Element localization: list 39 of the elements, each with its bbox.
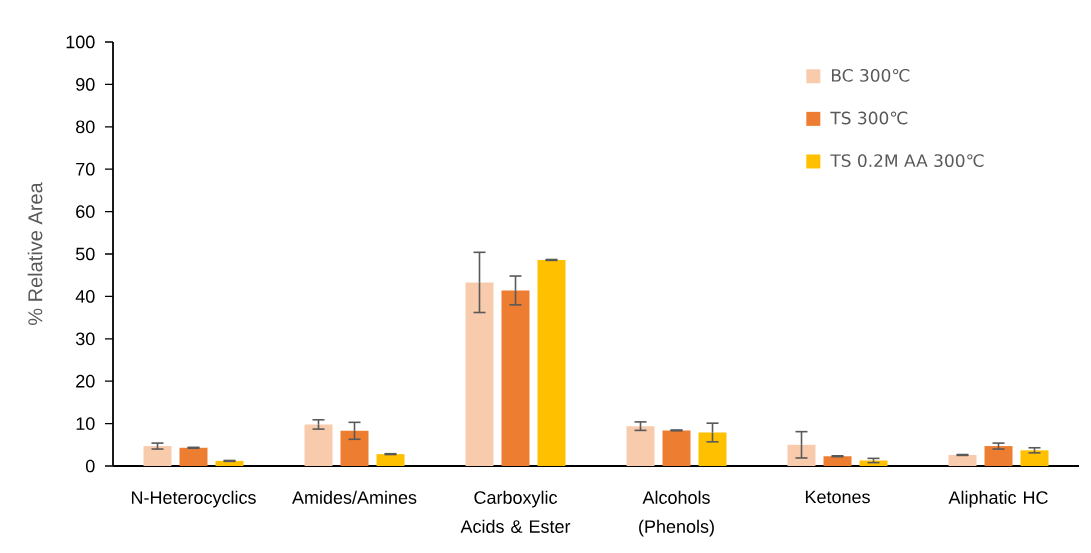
y-tick-label: 100 xyxy=(66,35,95,49)
bar xyxy=(626,426,655,466)
y-tick-label: 70 xyxy=(76,162,95,176)
bar xyxy=(376,454,405,466)
y-tick-label: 40 xyxy=(75,290,95,303)
x-tick-label: Aliphatic HC xyxy=(948,490,1048,508)
bar xyxy=(537,259,566,466)
x-tick-label: Amides/Amines xyxy=(292,490,417,504)
bar xyxy=(465,282,494,466)
bar xyxy=(501,290,530,466)
bar xyxy=(698,432,727,466)
y-tick-label: 90 xyxy=(76,78,95,91)
y-tick-label: 30 xyxy=(75,332,95,346)
bar xyxy=(662,430,691,466)
legend-label: TS 0.2M AA 300℃ xyxy=(830,154,984,168)
legend-label: TS 300℃ xyxy=(830,111,908,125)
y-tick-label: 20 xyxy=(76,374,95,388)
bar xyxy=(948,454,977,466)
x-tick-label: N-Heterocyclics xyxy=(131,490,256,508)
x-tick-label: Ketones xyxy=(805,490,870,504)
y-tick-label: 60 xyxy=(76,205,95,218)
y-tick-label: 50 xyxy=(75,247,95,261)
x-tick-label: Carboxylic Acids & Ester xyxy=(460,490,571,533)
bar xyxy=(143,446,172,466)
bar xyxy=(823,456,852,466)
bar xyxy=(340,430,369,466)
bar xyxy=(179,447,208,466)
y-tick-label: 10 xyxy=(76,417,95,430)
y-tick-label: 0 xyxy=(85,459,95,473)
bar xyxy=(984,446,1013,466)
y-tick-label: 80 xyxy=(76,120,95,134)
y-axis-title: % Relative Area xyxy=(27,182,43,325)
legend-label: BC 300℃ xyxy=(831,68,910,82)
x-tick-label: Alcohols (Phenols) xyxy=(639,490,714,537)
bar xyxy=(215,460,244,466)
bar xyxy=(1020,450,1049,466)
bar xyxy=(859,460,888,466)
bar xyxy=(787,444,816,466)
bar xyxy=(304,424,333,466)
